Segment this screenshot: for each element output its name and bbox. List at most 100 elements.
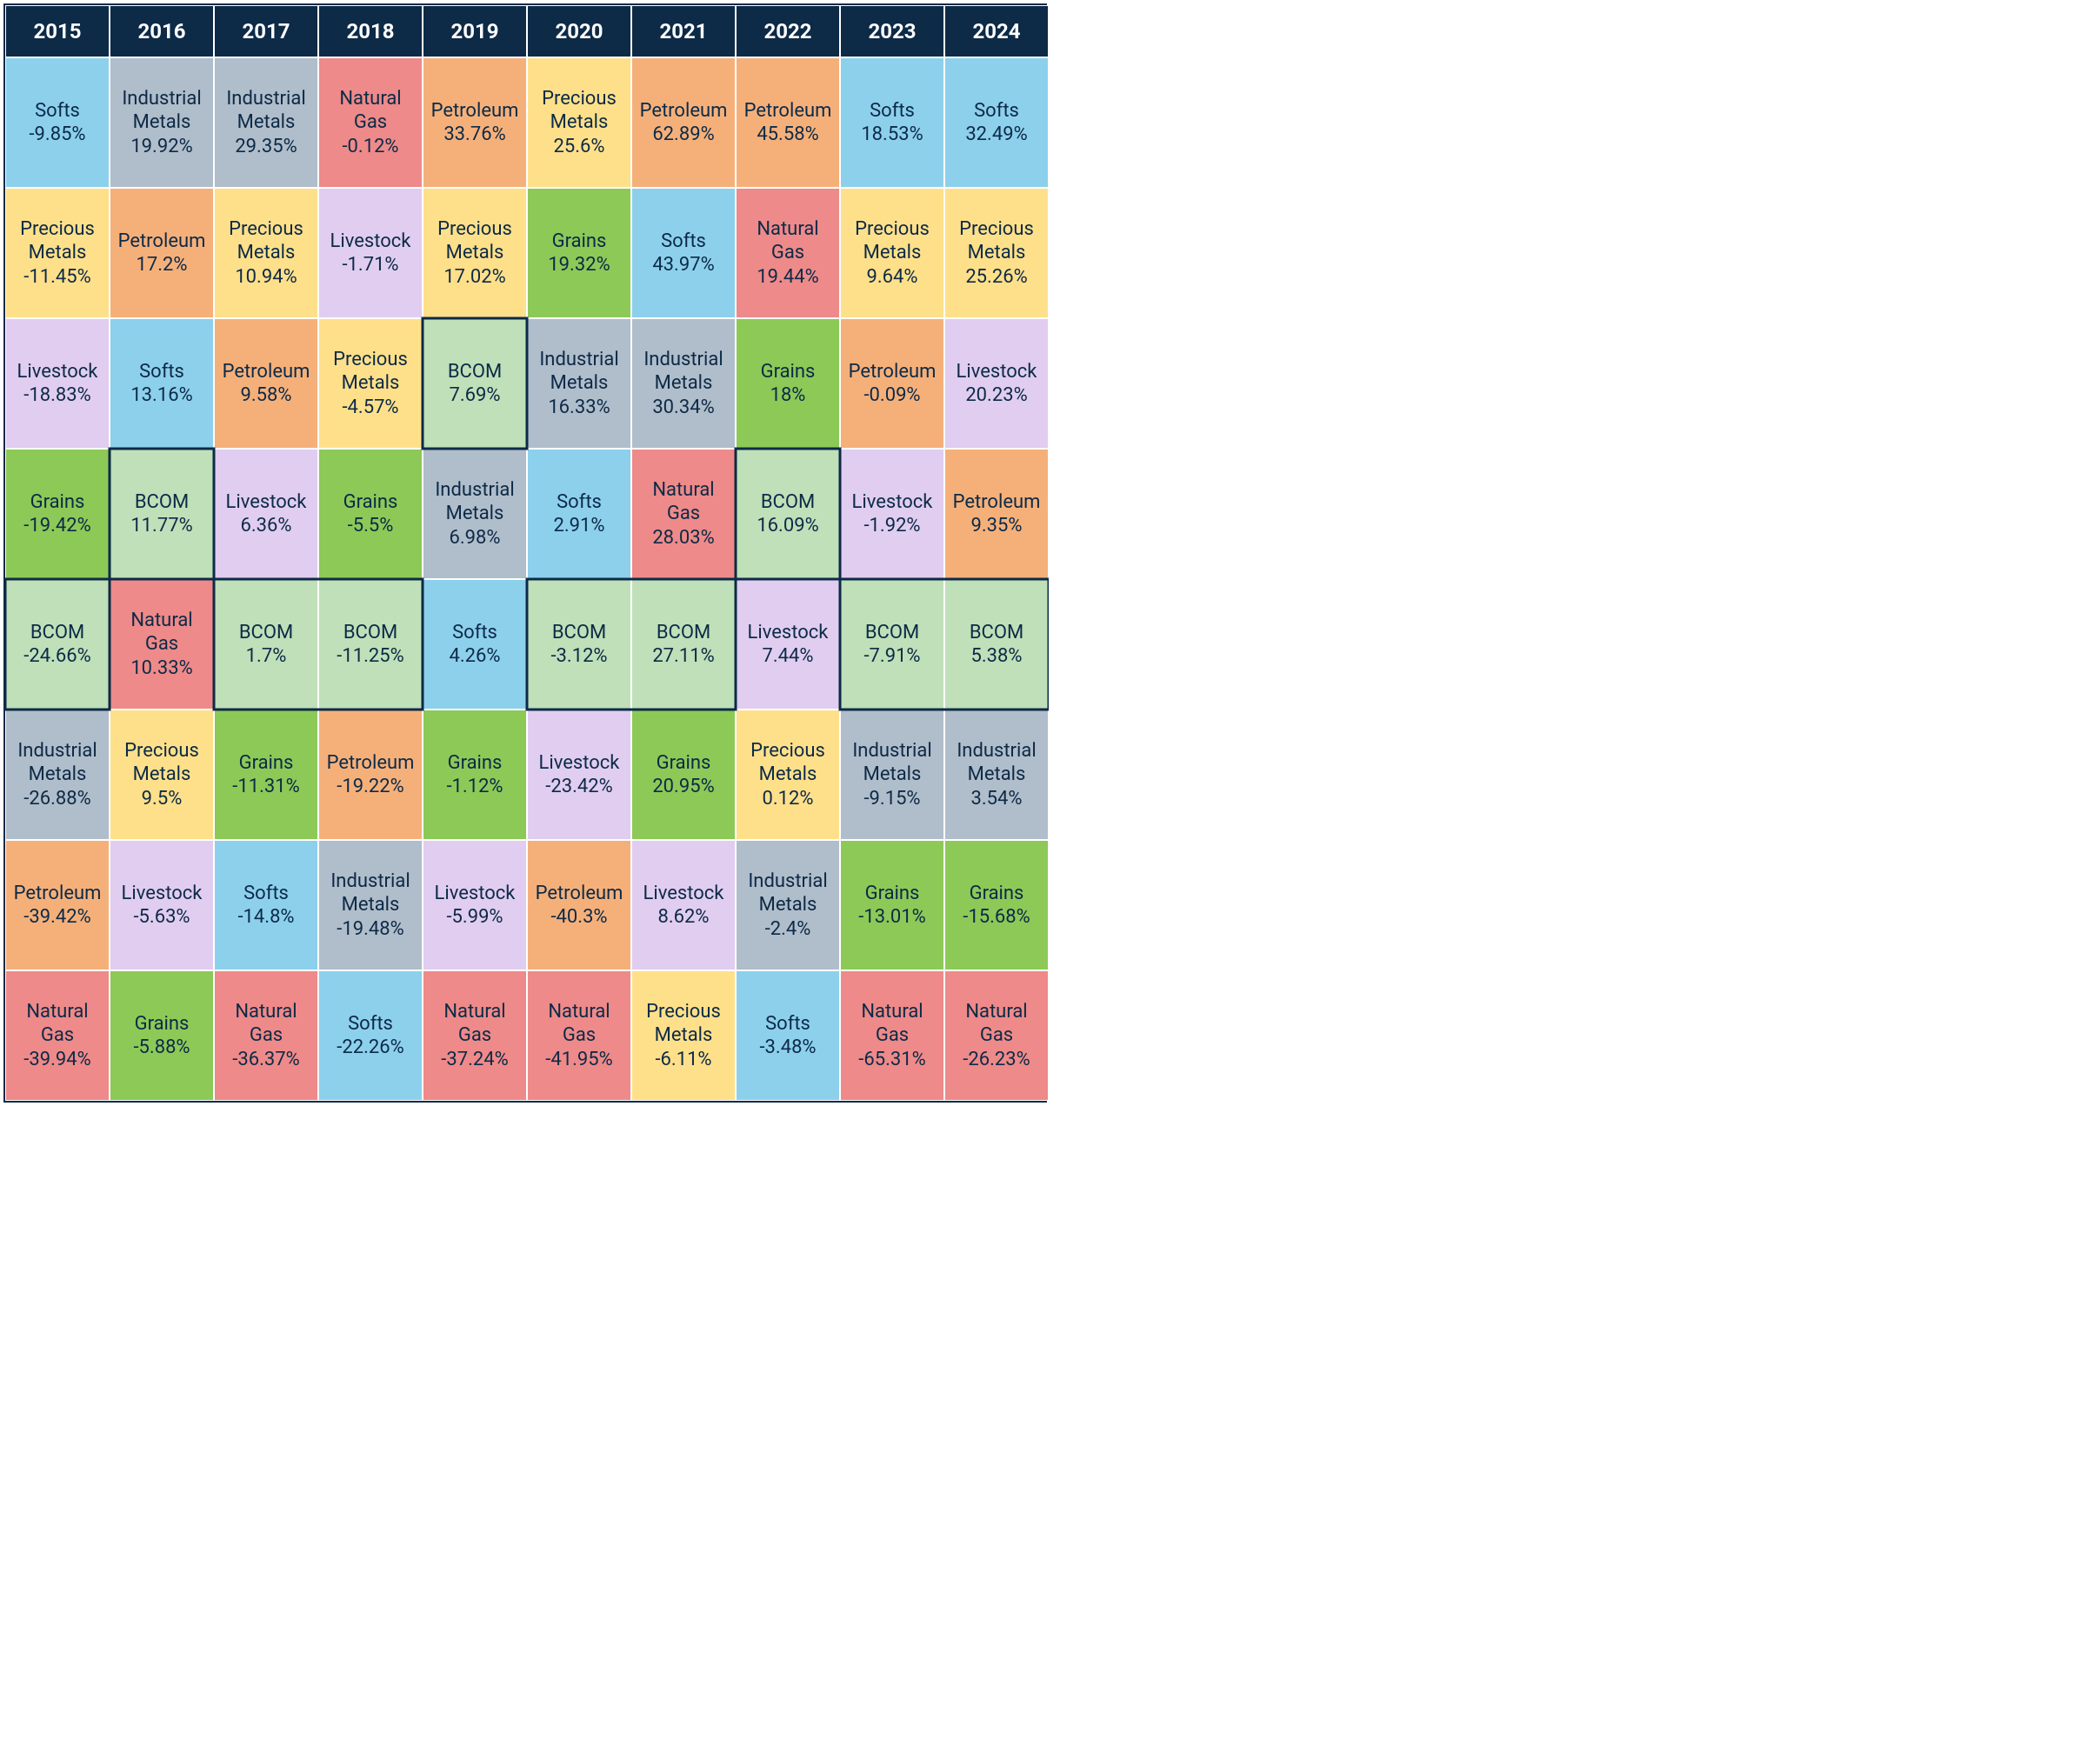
cell-value: 18% [770,383,806,408]
cell-value: 3.54% [970,787,1022,811]
quilt-cell: Petroleum-39.42% [5,840,110,970]
quilt-cell: Precious Metals25.26% [944,188,1049,318]
cell-value: -9.85% [29,123,85,147]
quilt-cell: BCOM-7.91% [840,579,944,710]
cell-value: 9.64% [866,265,917,290]
cell-category-label: Precious Metals [10,217,105,265]
quilt-cell: Softs32.49% [944,57,1049,188]
quilt-cell: Precious Metals-11.45% [5,188,110,318]
cell-value: 32.49% [965,123,1027,147]
quilt-cell: Softs43.97% [631,188,736,318]
cell-category-label: Industrial Metals [114,87,210,135]
cell-value: 33.76% [443,123,505,147]
quilt-cell: Natural Gas-39.94% [5,970,110,1101]
cell-category-label: Industrial Metals [844,739,940,787]
cell-category-label: Petroleum [953,490,1041,515]
quilt-cell: Grains-5.5% [318,449,423,579]
cell-category-label: Livestock [330,230,411,254]
quilt-cell: Grains-1.12% [423,710,527,840]
year-header: 2022 [736,5,840,57]
cell-value: 8.62% [657,905,709,930]
cell-category-label: BCOM [657,621,710,645]
cell-value: 25.6% [553,135,604,159]
cell-category-label: Industrial Metals [740,870,836,917]
cell-value: -5.99% [446,905,503,930]
cell-category-label: BCOM [343,621,397,645]
cell-category-label: BCOM [30,621,84,645]
quilt-cell: Natural Gas19.44% [736,188,840,318]
cell-category-label: Petroleum [14,882,102,906]
quilt-cell: Natural Gas-36.37% [214,970,318,1101]
cell-value: 18.53% [861,123,923,147]
quilt-cell: BCOM27.11% [631,579,736,710]
cell-category-label: Industrial Metals [427,478,523,526]
cell-category-label: BCOM [552,621,606,645]
cell-value: -11.25% [337,644,403,669]
cell-category-label: Livestock [957,360,1037,384]
quilt-cell: Petroleum9.58% [214,318,318,449]
cell-category-label: Grains [761,360,816,384]
cell-category-label: Natural Gas [949,1000,1044,1048]
quilt-cell: Softs4.26% [423,579,527,710]
quilt-cell: Industrial Metals-19.48% [318,840,423,970]
cell-value: -11.45% [23,265,90,290]
cell-value: -5.63% [133,905,190,930]
cell-value: 45.58% [757,123,818,147]
cell-value: -5.88% [133,1036,190,1060]
quilt-cell: BCOM1.7% [214,579,318,710]
cell-category-label: Livestock [435,882,516,906]
cell-value: -26.23% [963,1048,1030,1072]
quilt-cell: Livestock-1.71% [318,188,423,318]
cell-category-label: Grains [552,230,607,254]
cell-category-label: Grains [448,751,503,776]
cell-category-label: Industrial Metals [949,739,1044,787]
cell-value: -1.92% [863,514,920,538]
quilt-cell: Livestock-5.63% [110,840,214,970]
cell-value: -26.88% [23,787,90,811]
quilt-cell: Petroleum-0.09% [840,318,944,449]
cell-value: 27.11% [652,644,714,669]
cell-category-label: Livestock [539,751,620,776]
cell-value: -40.3% [550,905,607,930]
cell-category-label: BCOM [865,621,919,645]
cell-value: -23.42% [545,775,612,799]
cell-category-label: Precious Metals [636,1000,731,1048]
cell-category-label: Natural Gas [740,217,836,265]
cell-value: -3.12% [550,644,607,669]
quilt-cell: Softs-9.85% [5,57,110,188]
quilt-cell: BCOM-3.12% [527,579,631,710]
quilt-cell: Softs18.53% [840,57,944,188]
cell-value: -15.68% [963,905,1030,930]
cell-value: 10.94% [235,265,297,290]
cell-category-label: Industrial Metals [218,87,314,135]
cell-category-label: Industrial Metals [636,348,731,396]
quilt-cell: Natural Gas28.03% [631,449,736,579]
cell-value: -39.42% [23,905,90,930]
cell-category-label: Livestock [852,490,933,515]
cell-category-label: Softs [35,99,80,123]
cell-value: -65.31% [858,1048,925,1072]
quilt-cell: Grains-19.42% [5,449,110,579]
cell-value: 20.95% [652,775,714,799]
cell-value: 20.23% [965,383,1027,408]
quilt-cell: Natural Gas-37.24% [423,970,527,1101]
quilt-cell: Petroleum62.89% [631,57,736,188]
quilt-cell: Natural Gas-41.95% [527,970,631,1101]
cell-category-label: Softs [765,1012,810,1036]
cell-value: -6.11% [655,1048,711,1072]
cell-value: -37.24% [441,1048,508,1072]
cell-category-label: Softs [557,490,602,515]
cell-value: 10.33% [130,656,192,681]
quilt-cell: Precious Metals0.12% [736,710,840,840]
cell-value: 28.03% [652,526,714,550]
cell-category-label: Livestock [643,882,724,906]
cell-category-label: Natural Gas [323,87,418,135]
quilt-cell: Petroleum9.35% [944,449,1049,579]
cell-value: -4.57% [342,396,398,420]
quilt-cell: Livestock-1.92% [840,449,944,579]
quilt-cell: Grains-15.68% [944,840,1049,970]
cell-category-label: Grains [970,882,1024,906]
cell-value: 13.16% [130,383,192,408]
cell-value: 29.35% [235,135,297,159]
cell-value: -0.09% [863,383,920,408]
